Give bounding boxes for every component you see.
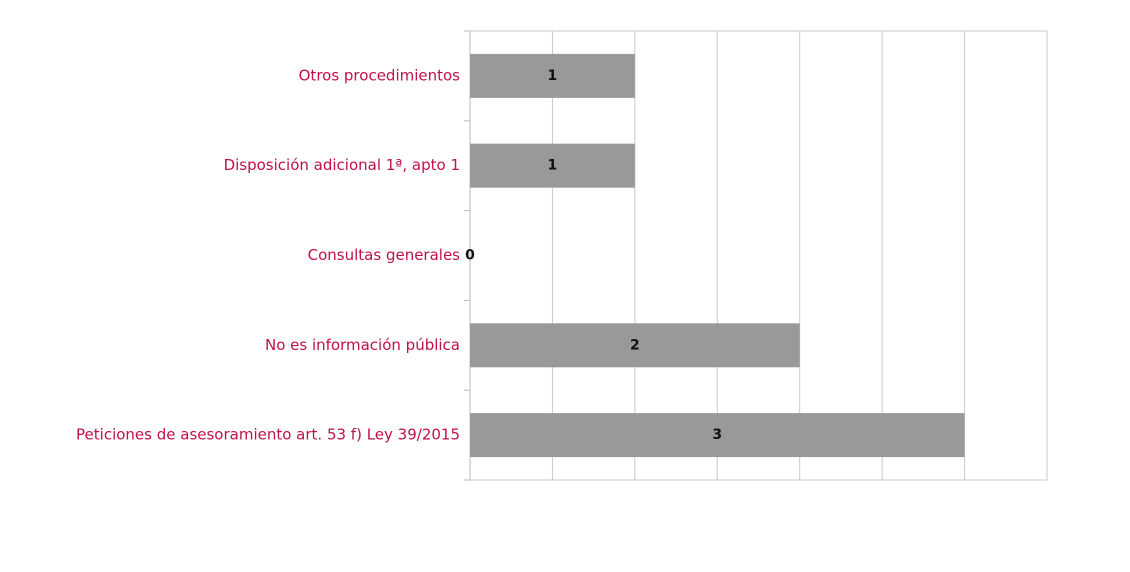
bar xyxy=(470,143,635,188)
y-tick-label: No es información pública xyxy=(265,336,460,354)
y-tick-label: Disposición adicional 1ª, apto 1 xyxy=(224,156,460,174)
data-label: 1 xyxy=(548,68,558,84)
bar xyxy=(470,53,635,98)
y-tick-label: Peticiones de asesoramiento art. 53 f) L… xyxy=(76,426,460,444)
y-tick-label: Otros procedimientos xyxy=(299,66,461,84)
data-label: 0 xyxy=(465,248,475,264)
data-label: 3 xyxy=(712,427,722,443)
y-tick-label: Consultas generales xyxy=(308,246,461,264)
data-label: 1 xyxy=(548,158,558,174)
data-label: 2 xyxy=(630,337,640,353)
bar xyxy=(470,413,965,458)
bar xyxy=(470,323,800,368)
